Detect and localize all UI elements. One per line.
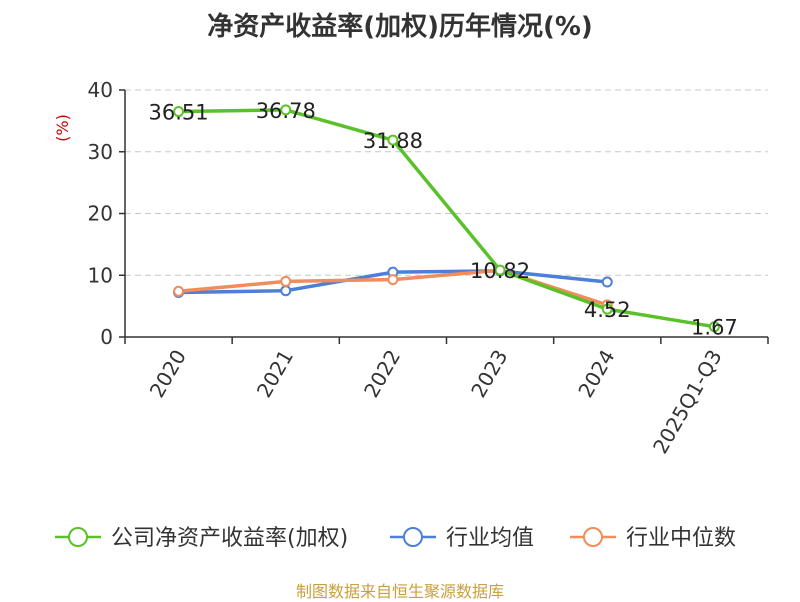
y-tick-label: 40	[88, 78, 113, 102]
legend-marker	[583, 527, 603, 547]
y-tick-label: 0	[100, 325, 113, 349]
y-tick-label: 10	[88, 263, 113, 287]
legend: 公司净资产收益率(加权) 行业均值 行业中位数	[55, 526, 736, 551]
data-label: 36.51	[149, 101, 209, 125]
data-point	[280, 285, 292, 297]
grid-lines	[125, 89, 768, 276]
legend-marker	[68, 527, 88, 547]
y-tick-label: 20	[88, 202, 113, 226]
data-label: 1.67	[691, 316, 738, 340]
legend-label: 公司净资产收益率(加权)	[111, 526, 348, 551]
source-note: 制图数据来自恒生聚源数据库	[295, 582, 504, 601]
data-point	[601, 303, 613, 315]
y-axis-label: (%)	[53, 114, 72, 142]
series-line	[178, 108, 715, 329]
data-point	[601, 276, 613, 288]
data-point	[280, 104, 292, 116]
data-label: 4.52	[584, 298, 631, 322]
data-point	[494, 264, 506, 276]
data-point	[708, 321, 720, 333]
data-point	[280, 275, 292, 287]
x-tick-label: 2022	[359, 346, 405, 402]
data-point	[173, 285, 185, 297]
legend-label: 行业中位数	[626, 526, 736, 551]
legend-marker	[403, 527, 423, 547]
y-tick-label: 30	[88, 140, 113, 164]
x-tick-label: 2020	[145, 346, 191, 402]
data-label: 36.78	[256, 99, 316, 123]
data-label: 31.88	[363, 129, 423, 153]
series-lines	[173, 104, 720, 333]
x-tick-label: 2021	[252, 346, 298, 402]
data-point	[173, 106, 185, 118]
data-point	[387, 274, 399, 286]
x-tick-label: 2025Q1-Q3	[648, 346, 727, 458]
legend-label: 行业均值	[446, 526, 534, 551]
data-point	[387, 134, 399, 146]
x-tick-label: 2023	[466, 346, 512, 402]
data-label: 10.82	[470, 259, 530, 283]
x-tick-label: 2024	[573, 346, 619, 402]
data-labels: 36.51 36.78 31.88 10.82 4.52 1.67	[149, 99, 738, 340]
chart-title: 净资产收益率(加权)历年情况(%)	[207, 12, 593, 42]
